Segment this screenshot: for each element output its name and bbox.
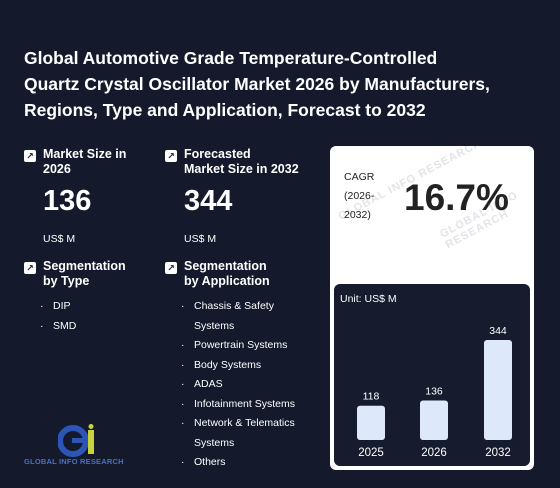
application-list-item: Body Systems (181, 356, 309, 376)
x-tick-label: 2026 (421, 447, 447, 459)
logo-text: GLOBAL INFO RESEARCH (24, 457, 124, 466)
bar-value-label: 136 (425, 385, 443, 397)
forecast-block: ↗ Forecasted Market Size in 2032 344 US$… (165, 147, 315, 247)
forecast-label: Forecasted Market Size in 2032 (184, 147, 299, 176)
type-list: DIPSMD (40, 297, 150, 336)
segmentation-type-block: ↗ Segmentation by Type DIPSMD (24, 259, 154, 339)
bar-2025 (357, 405, 385, 440)
bar-value-label: 118 (363, 391, 380, 403)
arrow-up-right-icon: ↗ (24, 262, 36, 274)
application-list-item: Others (181, 453, 309, 473)
segmentation-application-label: Segmentation by Application (184, 259, 270, 288)
cagr-label: CAGR (2026- 2032) (344, 171, 375, 221)
application-list-item: Network & Telematics Systems (181, 414, 309, 453)
logo: GLOBAL INFO RESEARCH (24, 424, 144, 466)
cagr-card: GLOBAL INFO RESEARCH GLOBAL INFO RESEARC… (330, 146, 534, 470)
cagr-value: 16.7% (404, 177, 509, 218)
forecast-unit: US$ M (184, 233, 217, 245)
x-tick-label: 2025 (358, 447, 384, 459)
gi-logo-icon (58, 424, 94, 457)
chart-unit-label: Unit: US$ M (340, 293, 397, 305)
market-size-value: 136 (43, 185, 92, 217)
type-list-item: DIP (40, 297, 150, 317)
bar-2026 (420, 400, 448, 440)
bar-2032 (484, 340, 512, 440)
arrow-up-right-icon: ↗ (24, 150, 36, 162)
application-list-item: Powertrain Systems (181, 336, 309, 356)
application-list-item: Chassis & Safety Systems (181, 297, 309, 336)
bar-chart-svg: 118 2025 136 2026 344 2032 (357, 325, 512, 459)
x-tick-label: 2032 (485, 447, 511, 459)
segmentation-type-label: Segmentation by Type (43, 259, 126, 288)
arrow-up-right-icon: ↗ (165, 262, 177, 274)
application-list: Chassis & Safety SystemsPowertrain Syste… (181, 297, 309, 473)
segmentation-application-block: ↗ Segmentation by Application Chassis & … (165, 259, 315, 474)
bar-chart: Unit: US$ M 118 2025 136 2026 344 2032 (334, 284, 530, 466)
page-title: Global Automotive Grade Temperature-Cont… (24, 45, 544, 123)
market-size-label: Market Size in 2026 (43, 147, 127, 176)
arrow-up-right-icon: ↗ (165, 150, 177, 162)
application-list-item: Infotainment Systems (181, 395, 309, 415)
title-line-1: Global Automotive Grade Temperature-Cont… (24, 48, 438, 68)
market-size-block: ↗ Market Size in 2026 136 US$ M (24, 147, 154, 247)
title-line-3: Regions, Type and Application, Forecast … (24, 100, 426, 120)
type-list-item: SMD (40, 317, 150, 337)
bar-value-label: 344 (489, 325, 507, 337)
market-size-unit: US$ M (43, 233, 76, 245)
forecast-value: 344 (184, 185, 233, 217)
application-list-item: ADAS (181, 375, 309, 395)
title-line-2: Quartz Crystal Oscillator Market 2026 by… (24, 74, 490, 94)
